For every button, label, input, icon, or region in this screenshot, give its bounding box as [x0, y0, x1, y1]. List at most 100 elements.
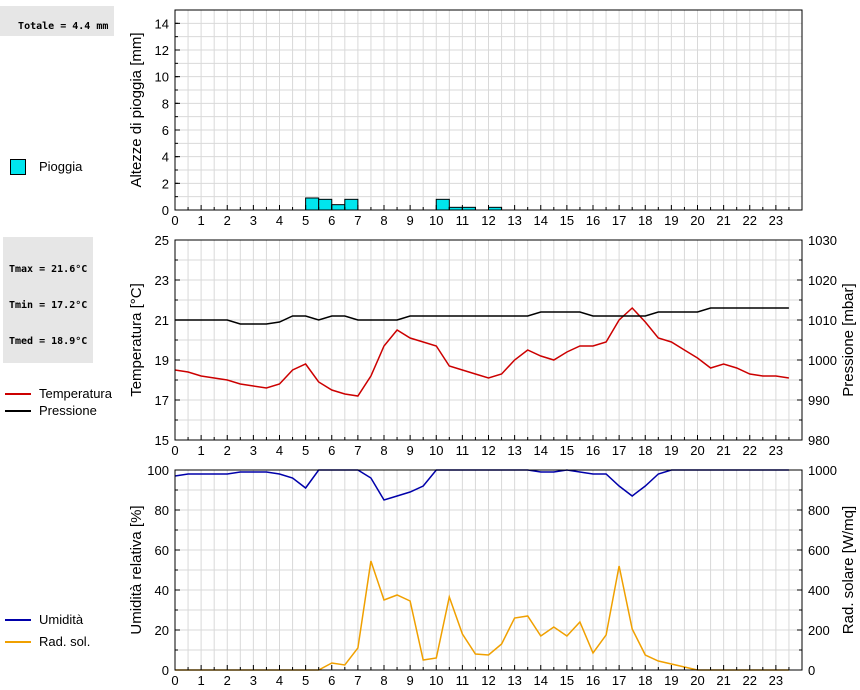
y2-tick-label: 1010	[808, 313, 837, 328]
y-tick-label: 23	[155, 273, 169, 288]
x-tick-label: 8	[380, 213, 387, 228]
x-tick-label: 13	[507, 673, 521, 688]
tmax-text: Tmax = 21.6°C	[9, 264, 88, 275]
x-tick-label: 8	[380, 673, 387, 688]
y-tick-label: 40	[155, 583, 169, 598]
legend-label-rad-sol: Rad. sol.	[39, 634, 91, 650]
x-tick-label: 15	[560, 213, 574, 228]
y-tick-label: 19	[155, 353, 169, 368]
y2-tick-label: 1020	[808, 273, 837, 288]
x-tick-label: 0	[171, 673, 178, 688]
x-tick-label: 15	[560, 443, 574, 458]
y-tick-label: 21	[155, 313, 169, 328]
x-tick-label: 10	[429, 213, 443, 228]
x-tick-label: 21	[716, 443, 730, 458]
y2-tick-label: 200	[808, 623, 830, 638]
x-tick-label: 14	[534, 213, 548, 228]
x-tick-label: 22	[743, 213, 757, 228]
y-tick-label: 10	[155, 70, 169, 85]
x-tick-label: 5	[302, 213, 309, 228]
y-tick-label: 100	[147, 463, 169, 478]
x-tick-label: 9	[407, 213, 414, 228]
x-tick-label: 23	[769, 673, 783, 688]
x-tick-label: 11	[456, 443, 470, 458]
x-tick-label: 1	[198, 673, 205, 688]
tmed-text: Tmed = 18.9°C	[9, 336, 88, 347]
y-tick-label: 2	[162, 176, 169, 191]
x-tick-label: 22	[743, 673, 757, 688]
series-line-temperatura	[174, 306, 790, 397]
x-tick-label: 21	[716, 673, 730, 688]
y2-tick-label: 1000	[808, 353, 837, 368]
y-tick-label: 25	[155, 233, 169, 248]
legend-label-pioggia: Pioggia	[39, 159, 83, 175]
x-tick-label: 7	[354, 213, 361, 228]
chart-panel-1	[174, 239, 803, 441]
legend-item-rad-sol: Rad. sol.	[5, 633, 90, 649]
x-tick-label: 6	[328, 213, 335, 228]
y2-tick-label: 980	[808, 433, 830, 448]
x-tick-label: 17	[612, 673, 626, 688]
rain-bar-1	[318, 198, 333, 211]
y-tick-label: 12	[155, 43, 169, 58]
x-tick-label: 5	[302, 673, 309, 688]
x-tick-label: 0	[171, 213, 178, 228]
tmin-text: Tmin = 17.2°C	[9, 300, 88, 311]
legend-line-rad-sol	[5, 640, 31, 643]
x-tick-label: 7	[354, 673, 361, 688]
x-tick-label: 2	[224, 443, 231, 458]
x-tick-label: 19	[664, 213, 678, 228]
x-tick-label: 11	[456, 673, 470, 688]
chart-panel-0	[174, 9, 803, 211]
x-tick-label: 14	[534, 443, 548, 458]
x-tick-label: 12	[481, 213, 495, 228]
x-tick-label: 0	[171, 443, 178, 458]
series-line-rad-sol-	[175, 560, 789, 671]
rain-total-text: Totale = 4.4 mm	[18, 21, 109, 32]
y2-tick-label: 1000	[808, 463, 837, 478]
x-tick-label: 20	[690, 673, 704, 688]
x-tick-label: 22	[743, 443, 757, 458]
x-tick-label: 5	[302, 443, 309, 458]
x-tick-label: 7	[354, 443, 361, 458]
x-tick-label: 4	[276, 673, 283, 688]
x-tick-label: 18	[638, 673, 652, 688]
x-tick-label: 12	[481, 673, 495, 688]
x-tick-label: 11	[456, 213, 470, 228]
chart-panel-2	[174, 469, 803, 671]
legend-item-pioggia: Pioggia	[8, 158, 82, 175]
legend-line-temperatura	[5, 392, 31, 395]
legend-item-umidita: Umidità	[5, 611, 83, 627]
y-tick-label: 6	[162, 123, 169, 138]
x-tick-label: 23	[769, 443, 783, 458]
x-tick-label: 13	[507, 213, 521, 228]
legend-label-umidita: Umidità	[39, 612, 84, 628]
x-tick-label: 16	[586, 443, 600, 458]
rain-bar-4	[435, 198, 450, 211]
legend-line-umidita	[5, 618, 31, 621]
x-tick-label: 16	[586, 213, 600, 228]
x-tick-label: 3	[250, 443, 257, 458]
x-tick-label: 10	[429, 443, 443, 458]
x-tick-label: 17	[612, 443, 626, 458]
legend-line-pressione	[5, 409, 31, 412]
x-tick-label: 17	[612, 213, 626, 228]
x-tick-label: 9	[407, 673, 414, 688]
x-tick-label: 2	[224, 673, 231, 688]
x-tick-label: 21	[716, 213, 730, 228]
y-axis-title: Temperatura [°C]	[128, 283, 145, 397]
y2-tick-label: 1030	[808, 233, 837, 248]
y2-tick-label: 600	[808, 543, 830, 558]
x-tick-label: 18	[638, 443, 652, 458]
rain-total-summary: Totale = 4.4 mm	[0, 6, 115, 36]
y-tick-label: 8	[162, 96, 169, 111]
x-tick-label: 4	[276, 443, 283, 458]
x-tick-label: 19	[664, 443, 678, 458]
y-tick-label: 17	[155, 393, 169, 408]
rain-bar-3	[344, 198, 359, 211]
x-tick-label: 6	[328, 443, 335, 458]
legend-label-temperatura: Temperatura	[39, 386, 112, 402]
rain-bar-0	[305, 197, 320, 211]
x-tick-label: 23	[769, 213, 783, 228]
x-tick-label: 8	[380, 443, 387, 458]
